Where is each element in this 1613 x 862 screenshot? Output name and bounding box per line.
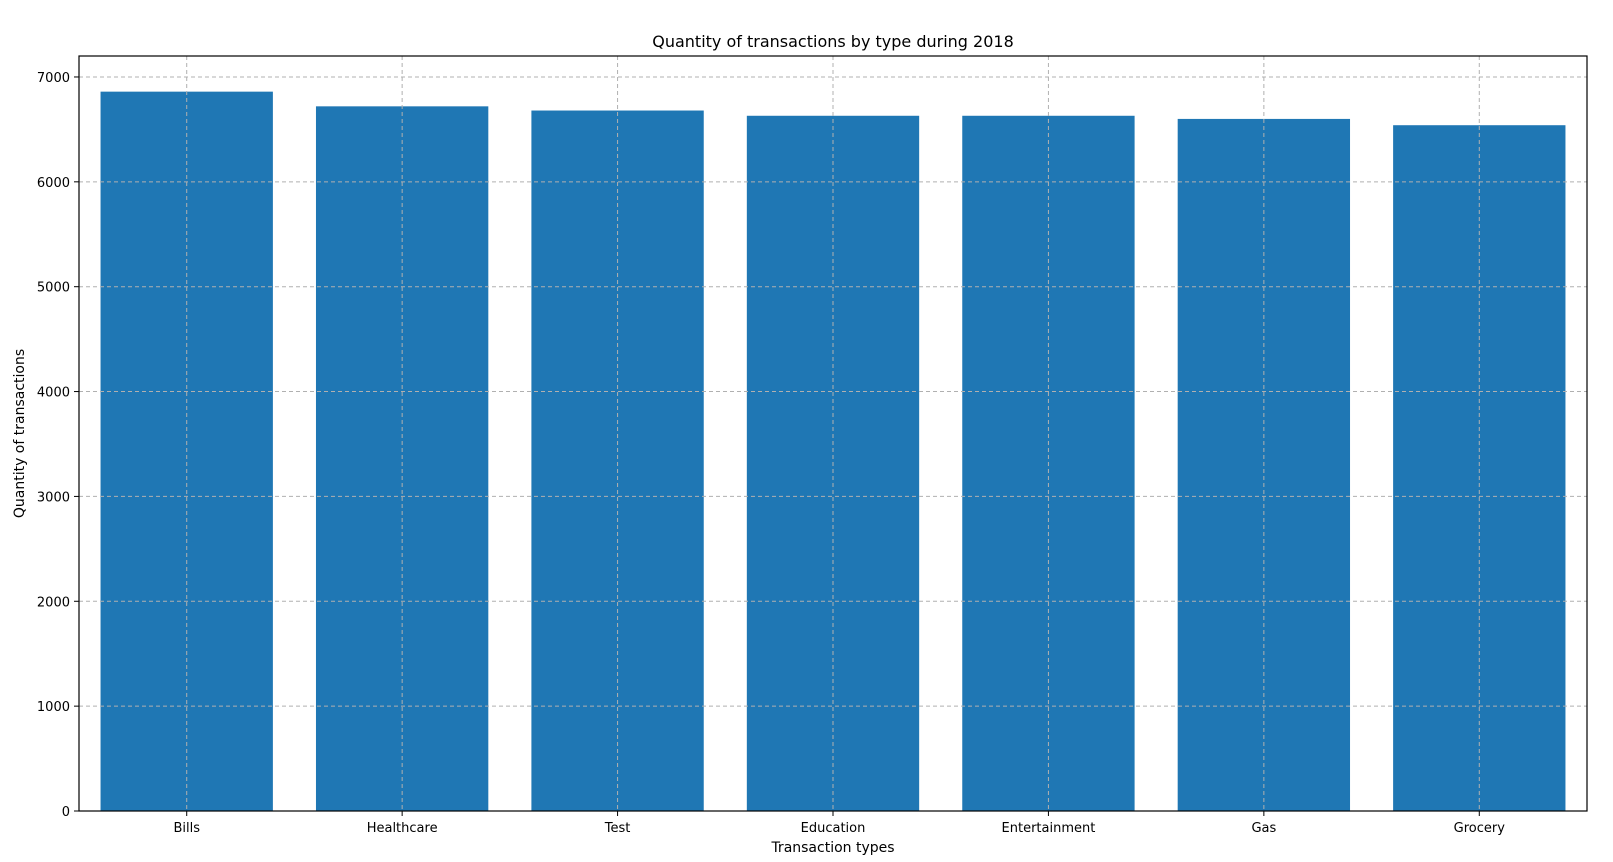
chart-title: Quantity of transactions by type during … — [652, 32, 1014, 51]
y-tick-label: 1000 — [37, 700, 70, 715]
grid-layer — [79, 56, 1587, 811]
y-tick-label: 2000 — [37, 595, 70, 610]
x-tick-label-gas: Gas — [1251, 821, 1276, 836]
y-tick-label: 5000 — [37, 281, 70, 296]
y-tick-label: 3000 — [37, 490, 70, 505]
y-tick-label: 0 — [62, 805, 70, 820]
y-axis-label: Quantity of transactions — [12, 349, 28, 518]
x-tick-label-grocery: Grocery — [1454, 821, 1506, 836]
y-tick-label: 6000 — [37, 176, 70, 191]
x-tick-label-bills: Bills — [173, 821, 200, 836]
x-axis-label: Transaction types — [770, 840, 894, 856]
ticks-layer: 0 1000 2000 3000 4000 5000 6000 7000 Bills Health… — [37, 71, 1505, 836]
y-tick-label: 4000 — [37, 386, 70, 401]
x-tick-label-entertainment: Entertainment — [1002, 821, 1096, 836]
x-tick-label-education: Education — [801, 821, 866, 836]
x-tick-label-test: Test — [604, 821, 631, 836]
x-tick-label-healthcare: Healthcare — [367, 821, 438, 836]
y-tick-label: 7000 — [37, 71, 70, 86]
